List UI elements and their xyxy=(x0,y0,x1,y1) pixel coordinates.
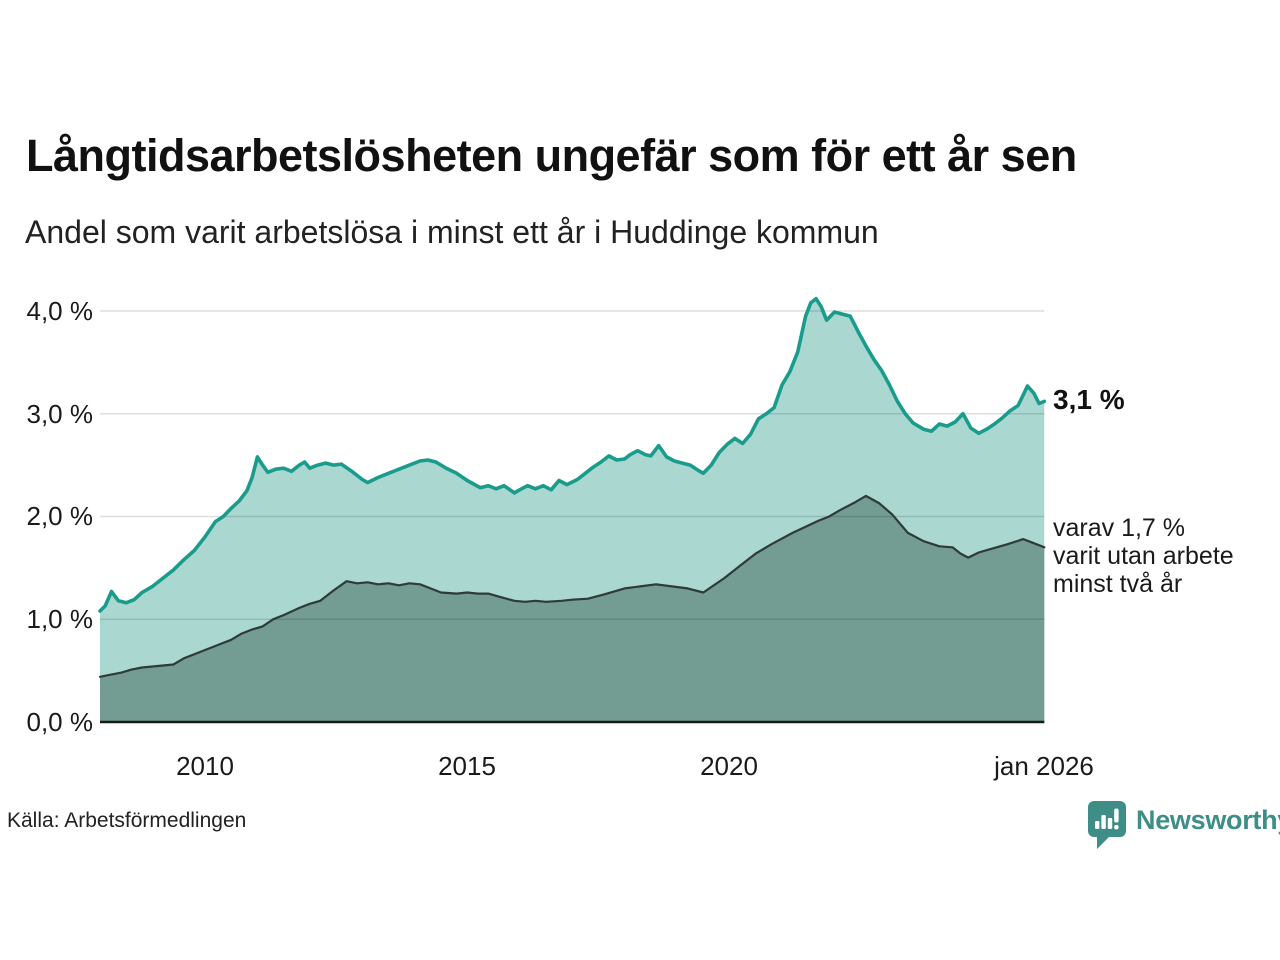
y-tick-2: 2,0 % xyxy=(26,501,94,531)
y-tick-4: 4,0 % xyxy=(26,296,94,326)
latest-value-label: 3,1 % xyxy=(1053,384,1125,415)
source-credit: Källa: Arbetsförmedlingen xyxy=(7,809,247,832)
page-subtitle: Andel som varit arbetslösa i minst ett å… xyxy=(25,214,879,250)
x-tick-2015: 2015 xyxy=(438,751,496,781)
y-tick-3: 3,0 % xyxy=(26,399,94,429)
newsworthy-bubble-chart-icon xyxy=(1088,801,1126,849)
page-title: Långtidsarbetslösheten ungefär som för e… xyxy=(26,130,1077,181)
y-tick-1: 1,0 % xyxy=(26,604,94,634)
x-tick-2020: 2020 xyxy=(700,751,758,781)
brand-name: Newsworthy xyxy=(1136,805,1280,835)
secondary-annotation-line3: minst två år xyxy=(1053,570,1183,598)
secondary-series-annotation: varav 1,7 % varit utan arbete minst två … xyxy=(1053,514,1234,598)
x-tick-2010: 2010 xyxy=(176,751,234,781)
y-tick-0: 0,0 % xyxy=(26,707,94,737)
x-tick-jan-2026: jan 2026 xyxy=(994,751,1094,781)
secondary-annotation-line2: varit utan arbete xyxy=(1053,542,1234,570)
secondary-annotation-line1: varav 1,7 % xyxy=(1053,514,1186,542)
brand-logo: Newsworthy xyxy=(1087,800,1280,850)
